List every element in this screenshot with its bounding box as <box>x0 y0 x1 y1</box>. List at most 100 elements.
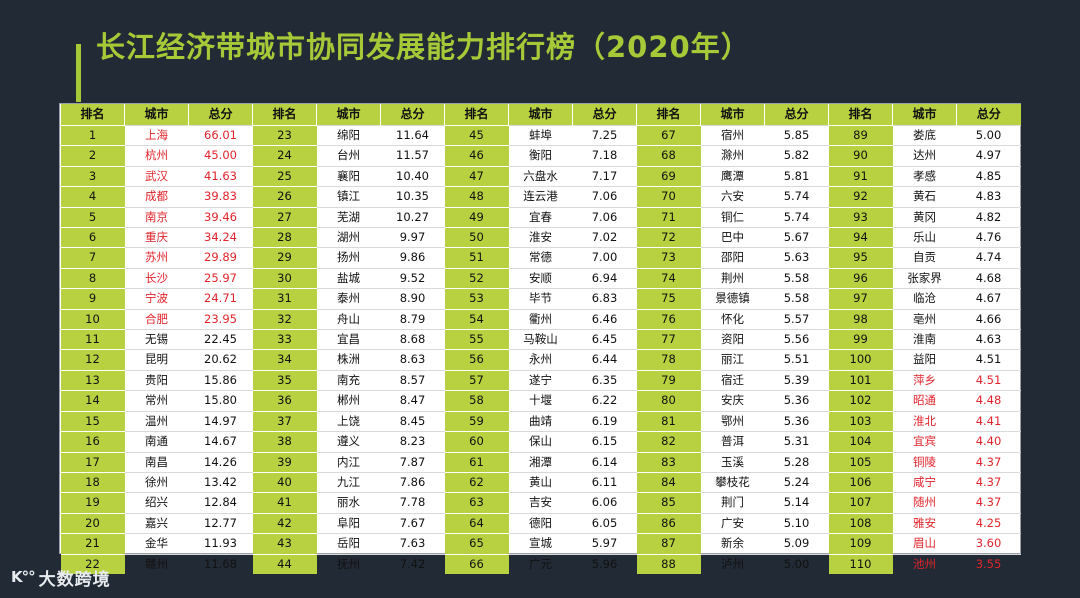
cell-city: 荆州 <box>700 267 765 289</box>
cell-city: 铜仁 <box>700 206 765 228</box>
cell-city: 鄂州 <box>700 410 765 432</box>
cell-city: 萍乡 <box>892 369 957 391</box>
header-rank: 排名 <box>828 104 893 126</box>
header-rank: 排名 <box>252 104 317 126</box>
header-rank: 排名 <box>60 104 125 126</box>
cell-city: 绵阳 <box>316 124 381 146</box>
cell-score: 4.37 <box>956 451 1021 473</box>
cell-rank: 4 <box>60 186 125 208</box>
cell-city: 黄冈 <box>892 206 957 228</box>
cell-city: 攀枝花 <box>700 471 765 493</box>
cell-rank: 104 <box>828 431 893 452</box>
cell-city: 嘉兴 <box>124 512 189 534</box>
cell-score: 7.06 <box>572 206 637 228</box>
cell-score: 4.85 <box>956 165 1021 187</box>
cell-score: 4.97 <box>956 145 1021 167</box>
cell-city: 怀化 <box>700 308 765 330</box>
cell-score: 5.28 <box>764 451 829 473</box>
cell-score: 10.35 <box>380 186 445 208</box>
cell-rank: 41 <box>252 492 317 514</box>
header-score: 总分 <box>380 104 445 126</box>
cell-city: 泸州 <box>700 553 765 574</box>
cell-score: 5.57 <box>764 308 829 330</box>
cell-city: 台州 <box>316 145 381 167</box>
cell-score: 5.00 <box>956 124 1021 146</box>
cell-score: 4.66 <box>956 308 1021 330</box>
cell-rank: 88 <box>636 553 701 574</box>
cell-rank: 14 <box>60 390 125 412</box>
table-row: 20 嘉兴 12.77 42 阜阳 7.67 64 德阳 6.05 86 广安 5.10 108 雅安 4.… <box>60 512 1021 534</box>
cell-city: 广安 <box>700 512 765 534</box>
cell-city: 宁波 <box>124 288 189 310</box>
cell-score: 13.42 <box>188 471 253 493</box>
ranking-table: 排名 城市 总分 排名 城市 总分 排名 城市 总分 排名 城市 总分 排名 城市 总分 1 上海 66.01 2… <box>60 104 1021 574</box>
header-rank: 排名 <box>444 104 509 126</box>
cell-score: 12.84 <box>188 492 253 514</box>
table-row: 14 常州 15.80 36 郴州 8.47 58 十堰 6.22 80 安庆 5.36 102 昭通 4.… <box>60 390 1021 412</box>
cell-rank: 96 <box>828 267 893 289</box>
cell-score: 7.02 <box>572 227 637 248</box>
cell-rank: 8 <box>60 267 125 289</box>
cell-rank: 72 <box>636 227 701 248</box>
cell-score: 7.18 <box>572 145 637 167</box>
cell-rank: 70 <box>636 186 701 208</box>
cell-city: 六安 <box>700 186 765 208</box>
cell-city: 苏州 <box>124 247 189 269</box>
cell-rank: 2 <box>60 145 125 167</box>
cell-city: 随州 <box>892 492 957 514</box>
cell-score: 5.58 <box>764 288 829 310</box>
cell-rank: 87 <box>636 533 701 555</box>
cell-rank: 94 <box>828 227 893 248</box>
cell-rank: 61 <box>444 451 509 473</box>
cell-rank: 18 <box>60 471 125 493</box>
cell-city: 昆明 <box>124 349 189 371</box>
cell-city: 温州 <box>124 410 189 432</box>
cell-score: 20.62 <box>188 349 253 371</box>
table-row: 18 徐州 13.42 40 九江 7.86 62 黄山 6.11 84 攀枝花 5.24 106 咸宁 4… <box>60 471 1021 493</box>
cell-city: 武汉 <box>124 165 189 187</box>
cell-city: 绍兴 <box>124 492 189 514</box>
cell-score: 5.74 <box>764 206 829 228</box>
cell-score: 5.36 <box>764 390 829 412</box>
cell-score: 6.11 <box>572 471 637 493</box>
cell-score: 8.63 <box>380 349 445 371</box>
cell-rank: 59 <box>444 410 509 432</box>
cell-city: 邵阳 <box>700 247 765 269</box>
cell-score: 15.80 <box>188 390 253 412</box>
cell-rank: 21 <box>60 533 125 555</box>
cell-rank: 46 <box>444 145 509 167</box>
table-row: 19 绍兴 12.84 41 丽水 7.78 63 吉安 6.06 85 荆门 5.14 107 随州 4.… <box>60 492 1021 514</box>
table-row: 6 重庆 34.24 28 湖州 9.97 50 淮安 7.02 72 巴中 5.67 94 乐山 4.76 <box>60 227 1021 248</box>
cell-city: 雅安 <box>892 512 957 534</box>
cell-score: 4.51 <box>956 349 1021 371</box>
cell-city: 吉安 <box>508 492 573 514</box>
cell-city: 宜春 <box>508 206 573 228</box>
cell-rank: 48 <box>444 186 509 208</box>
cell-rank: 89 <box>828 124 893 146</box>
cell-score: 3.55 <box>956 553 1021 574</box>
cell-city: 玉溪 <box>700 451 765 473</box>
cell-rank: 71 <box>636 206 701 228</box>
cell-score: 4.67 <box>956 288 1021 310</box>
cell-city: 荆门 <box>700 492 765 514</box>
cell-score: 7.63 <box>380 533 445 555</box>
cell-score: 8.45 <box>380 410 445 432</box>
cell-rank: 108 <box>828 512 893 534</box>
cell-rank: 63 <box>444 492 509 514</box>
cell-city: 合肥 <box>124 308 189 330</box>
cell-score: 7.42 <box>380 553 445 574</box>
cell-city: 娄底 <box>892 124 957 146</box>
cell-city: 保山 <box>508 431 573 452</box>
cell-city: 芜湖 <box>316 206 381 228</box>
cell-rank: 40 <box>252 471 317 493</box>
cell-rank: 44 <box>252 553 317 574</box>
cell-score: 10.40 <box>380 165 445 187</box>
cell-score: 4.48 <box>956 390 1021 412</box>
cell-score: 39.83 <box>188 186 253 208</box>
page-title: 长江经济带城市协同发展能力排行榜（2020年） <box>96 30 751 64</box>
cell-score: 10.27 <box>380 206 445 228</box>
cell-rank: 68 <box>636 145 701 167</box>
cell-rank: 42 <box>252 512 317 534</box>
cell-rank: 98 <box>828 308 893 330</box>
cell-score: 7.87 <box>380 451 445 473</box>
